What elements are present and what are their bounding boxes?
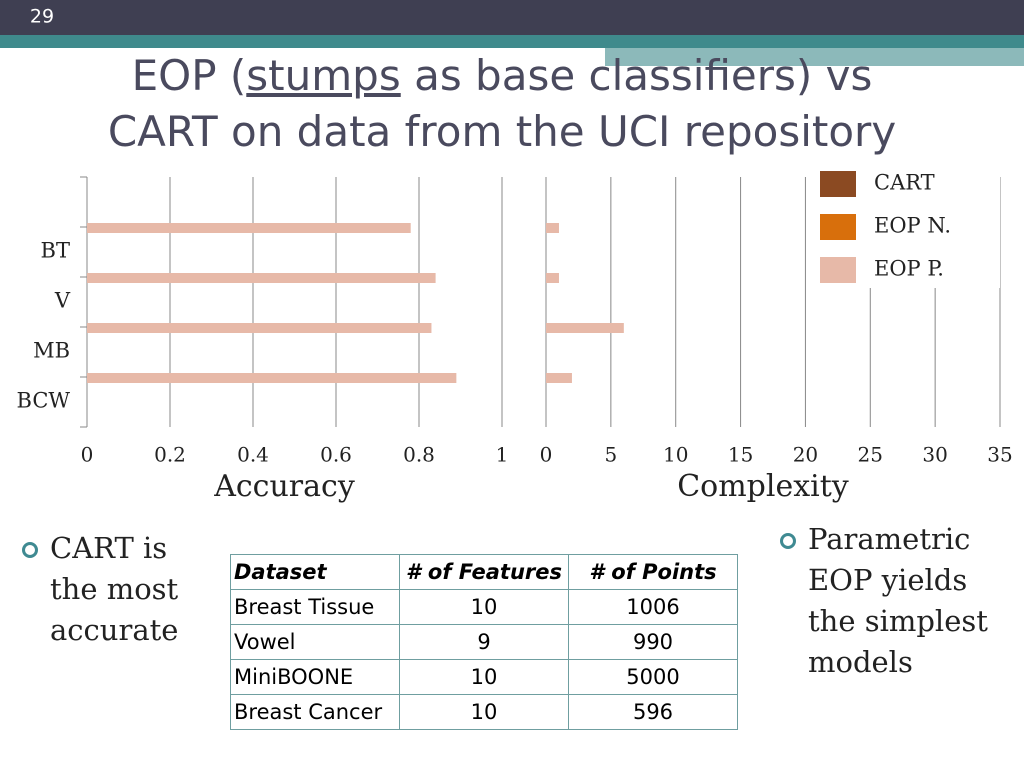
slide-number: 29 (30, 6, 54, 28)
header-row: Dataset # of Features # of Points (230, 554, 738, 590)
table-cell: 990 (568, 624, 738, 660)
x-tick-label: 20 (793, 443, 818, 467)
table-cell: 10 (399, 659, 569, 695)
x-tick-label: 35 (987, 443, 1012, 467)
right-bullet: Parametric EOP yields the simplest model… (780, 519, 1008, 683)
bar (87, 273, 436, 283)
table-cell: 10 (399, 694, 569, 730)
bar (87, 223, 411, 233)
table-cell: 5000 (568, 659, 738, 695)
table-row: Vowel 9 990 (230, 624, 738, 660)
table-cell: 9 (399, 624, 569, 660)
table-row: Breast Cancer 10 596 (230, 694, 738, 730)
header-cell: # of Points (568, 554, 738, 590)
table-cell: 10 (399, 589, 569, 625)
title-line2: CART on data from the UCI repository (107, 107, 897, 156)
legend-swatch (820, 214, 856, 240)
title-part: EOP ( (131, 51, 247, 100)
legend-label: CART (874, 171, 935, 195)
x-tick-label: 5 (604, 443, 617, 467)
x-tick-label: 1 (496, 443, 509, 467)
title-part: as base classifiers) vs (400, 51, 873, 100)
bar (546, 223, 559, 233)
header-cell: # of Features (399, 554, 569, 590)
x-tick-label: 0.6 (320, 443, 352, 467)
teal-accent (605, 40, 1024, 66)
x-tick-label: 0 (81, 443, 94, 467)
table-cell: Vowel (230, 624, 400, 660)
y-tick-label: BT (41, 239, 70, 263)
header-bar: 29 (0, 0, 1024, 66)
x-tick-label: 0.2 (154, 443, 186, 467)
table-cell: 596 (568, 694, 738, 730)
title-underlined: stumps (246, 51, 401, 100)
bar (546, 373, 572, 383)
charts: BT V MB BCW 0 0.2 0.4 0.6 0.8 1 Accuracy 0 5 10 15 20 25… (17, 168, 1013, 504)
left-bullet: CART is the most accurate (22, 528, 200, 651)
x-tick-label: 30 (922, 443, 947, 467)
header-cell: Dataset (230, 554, 400, 590)
x-axis-title: Accuracy (213, 469, 355, 504)
x-axis-title: Complexity (677, 469, 849, 504)
legend-label: EOP P. (874, 257, 944, 281)
table-cell: MiniBOONE (230, 659, 400, 695)
slide-title: EOP (stumps as base classifiers) vs CART … (0, 48, 1004, 160)
table-cell: Breast Tissue (230, 589, 400, 625)
legend-swatch (820, 257, 856, 283)
table-row: MiniBOONE 10 5000 (230, 659, 738, 695)
table-row: Breast Tissue 10 1006 (230, 589, 738, 625)
x-tick-label: 25 (858, 443, 883, 467)
y-tick-label: MB (33, 339, 70, 363)
x-tick-label: 0.4 (237, 443, 269, 467)
x-tick-label: 15 (728, 443, 753, 467)
data-table: Dataset # of Features # of Points Breast Ti… (230, 554, 738, 730)
legend-label: EOP N. (874, 214, 951, 238)
y-tick-label: V (54, 289, 71, 313)
bar (87, 373, 457, 383)
bar (546, 273, 559, 283)
legend-swatch (820, 171, 856, 197)
bar (546, 323, 624, 333)
bar (87, 323, 432, 333)
y-tick-label: BCW (17, 389, 71, 413)
table-cell: 1006 (568, 589, 738, 625)
x-tick-label: 0.8 (403, 443, 435, 467)
table-cell: Breast Cancer (230, 694, 400, 730)
top-band (0, 0, 1024, 35)
x-tick-label: 0 (540, 443, 553, 467)
x-tick-label: 10 (663, 443, 688, 467)
